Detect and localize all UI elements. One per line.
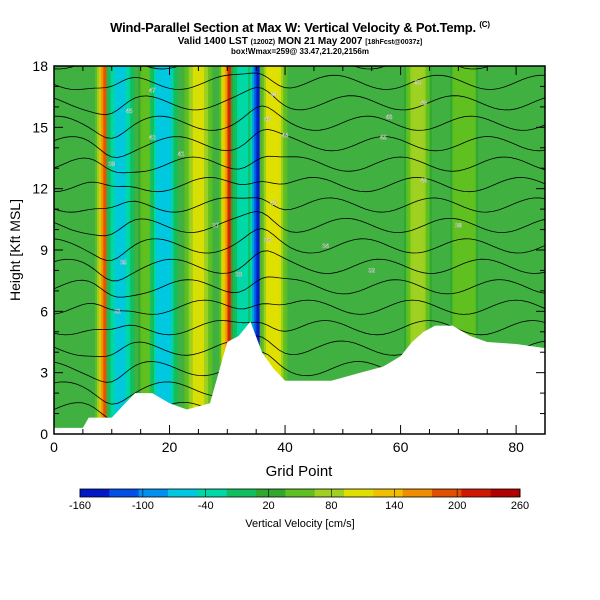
colorbar-swatch <box>432 489 462 497</box>
w-column-3 <box>158 66 170 434</box>
y-tick-label: 3 <box>40 365 48 381</box>
w-column-10 <box>458 66 470 434</box>
theta-contour <box>54 211 545 237</box>
y-tick-label: 0 <box>40 426 48 442</box>
colorbar-tick-label: 20 <box>262 500 274 512</box>
colorbar-swatch <box>168 489 198 497</box>
colorbar-swatch <box>197 489 228 497</box>
x-tick-label: 0 <box>50 439 58 455</box>
x-tick-label: 20 <box>162 439 178 455</box>
colorbar-swatch <box>285 489 316 497</box>
colorbar-swatch <box>344 489 374 497</box>
colorbar-tick-label: 200 <box>448 500 466 512</box>
colorbar-swatch <box>256 489 286 497</box>
contour-label: 39 <box>108 162 115 168</box>
theta-contour <box>54 105 545 139</box>
contour-label: 50 <box>415 80 422 86</box>
colorbar-swatch <box>226 489 257 497</box>
theta-contour <box>54 197 545 213</box>
w-column-1 <box>114 66 126 434</box>
theta-contour <box>54 228 545 261</box>
contour-label: 38 <box>455 223 462 229</box>
contour-label: 36 <box>264 238 271 244</box>
x-tick-label: 60 <box>393 439 409 455</box>
y-tick-label: 9 <box>40 242 48 258</box>
theta-contour <box>54 128 545 158</box>
contour-label: 46 <box>386 115 393 121</box>
colorbar-tick-label: -160 <box>69 500 91 512</box>
x-tick-label: 80 <box>508 439 524 455</box>
colorbar-swatch <box>138 489 169 497</box>
colorbar: -160 -100 -40 20 80 140 200 260 <box>69 488 529 512</box>
contour-label: 40 <box>270 201 277 207</box>
colorbar-tick-label: 140 <box>385 500 403 512</box>
colorbar-label: Vertical Velocity [cm/s] <box>245 518 354 530</box>
w-column-9 <box>412 66 424 434</box>
theta-contour <box>54 155 545 174</box>
theta-contour <box>54 87 545 116</box>
colorbar-swatch <box>80 489 110 497</box>
theta-contour <box>54 72 545 91</box>
contour-label: 42 <box>420 178 427 184</box>
plot-area <box>54 66 545 434</box>
contour-label: 34 <box>322 244 329 250</box>
theta-contour <box>54 276 545 298</box>
chart-subtitle: box!Wmax=259@ 33.47,21.20,2156m <box>231 47 369 56</box>
contour-label: 31 <box>114 309 121 315</box>
contour-label: 32 <box>368 268 375 274</box>
x-tick-label: 40 <box>277 439 293 455</box>
contour-label: 35 <box>120 260 127 266</box>
chart-title: Wind-Parallel Section at Max W: Vertical… <box>110 20 490 35</box>
colorbar-swatch <box>109 489 140 497</box>
y-tick-label: 6 <box>40 303 48 319</box>
contour-label: 37 <box>212 223 219 229</box>
contour-label: 44 <box>282 134 289 140</box>
contour-label: 41 <box>178 152 185 158</box>
y-tick-label: 18 <box>32 58 48 74</box>
colorbar-swatch <box>314 489 345 497</box>
theta-contour <box>54 299 545 315</box>
colorbar-swatch <box>402 489 433 497</box>
contour-label: 46 <box>264 117 271 123</box>
y-axis-label: Height [Kft MSL] <box>7 199 23 301</box>
w-column-6 <box>239 66 251 434</box>
x-axis-label: Grid Point <box>266 463 334 480</box>
colorbar-tick-label: -40 <box>198 500 214 512</box>
colorbar-swatch <box>461 489 492 497</box>
y-tick-label: 15 <box>32 119 48 135</box>
terrain-mask <box>54 321 545 434</box>
theta-contour <box>54 66 491 70</box>
contour-label: 45 <box>126 109 133 115</box>
theta-contour <box>54 176 545 193</box>
colorbar-swatch <box>490 489 521 497</box>
colorbar-tick-label: -100 <box>132 500 154 512</box>
theta-contour <box>54 250 545 282</box>
colorbar-swatch <box>373 489 404 497</box>
colorbar-tick-label: 80 <box>325 500 337 512</box>
contour-label: 48 <box>270 93 277 99</box>
contour-label: 45 <box>380 136 387 142</box>
contour-label: 47 <box>149 89 156 95</box>
contour-label: 49 <box>420 101 427 107</box>
chart-valid-time: Valid 1400 LST (1200Z) MON 21 May 2007 [… <box>177 36 423 47</box>
colorbar-tick-label: 260 <box>511 500 529 512</box>
w-column-4 <box>192 66 204 434</box>
contour-label: 43 <box>149 136 156 142</box>
y-tick-label: 12 <box>32 181 48 197</box>
theta-contour <box>54 320 545 336</box>
w-column-8 <box>267 66 280 434</box>
contour-label: 33 <box>236 273 243 279</box>
